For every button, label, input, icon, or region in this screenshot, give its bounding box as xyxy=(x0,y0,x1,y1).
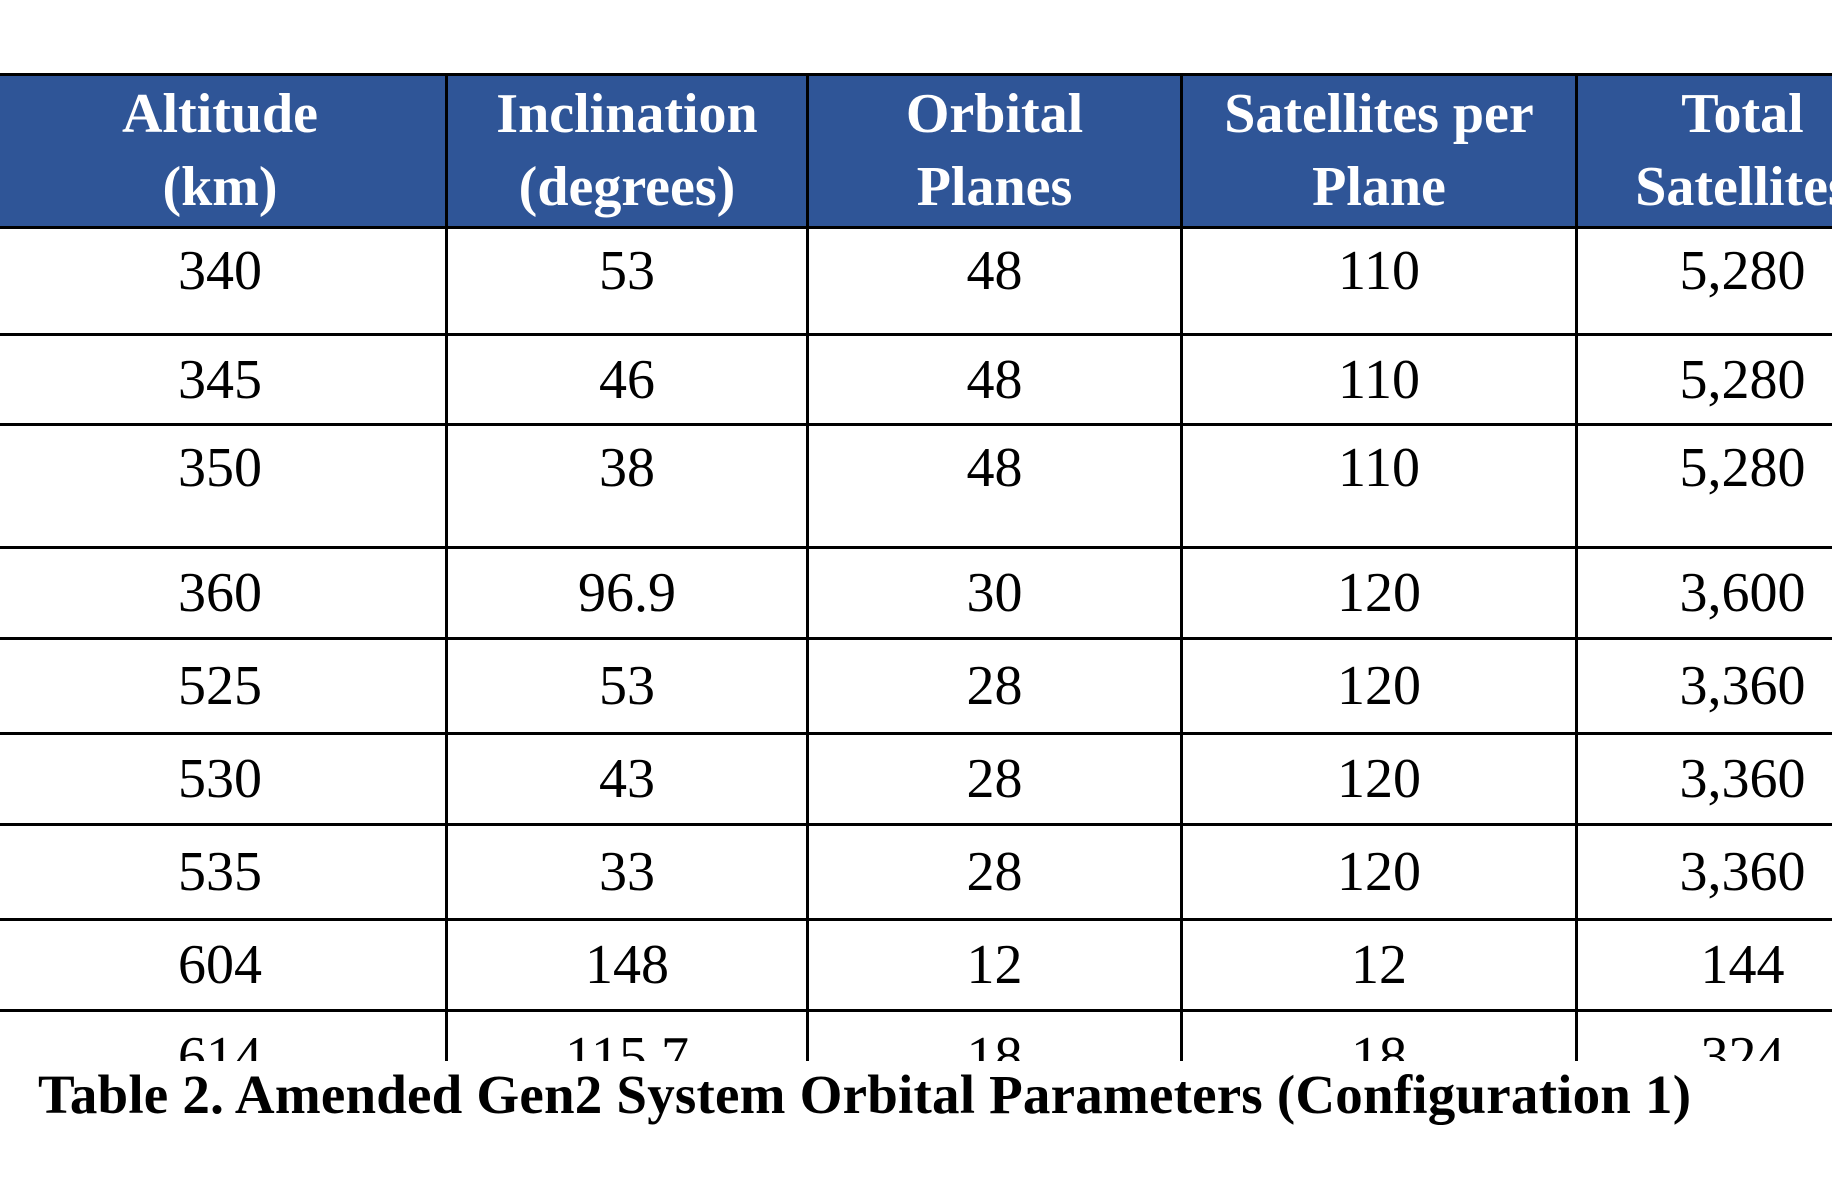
satellites-per-plane-cell: 12 xyxy=(1180,918,1578,1012)
header-inclination: Inclination (degrees) xyxy=(445,73,809,229)
total-satellites-cell: 324 xyxy=(1575,1009,1832,1061)
orbital-planes-cell: 28 xyxy=(806,823,1183,921)
total-satellites-cell: 5,280 xyxy=(1575,333,1832,426)
total-satellites-cell: 3,360 xyxy=(1575,732,1832,826)
inclination-cell: 96.9 xyxy=(445,546,809,640)
orbital-planes-cell: 28 xyxy=(806,732,1183,826)
header-line: Total xyxy=(1681,83,1804,145)
altitude-cell: 360 xyxy=(0,546,448,640)
orbital-planes-cell: 48 xyxy=(806,333,1183,426)
total-satellites-cell: 3,600 xyxy=(1575,546,1832,640)
satellites-per-plane-cell: 110 xyxy=(1180,423,1578,549)
header-line: (km) xyxy=(162,156,278,218)
satellites-per-plane-cell: 110 xyxy=(1180,226,1578,336)
header-line: Inclination xyxy=(496,83,758,145)
inclination-cell: 46 xyxy=(445,333,809,426)
table-row: 530 43 28 120 3,360 xyxy=(0,732,1832,826)
header-altitude: Altitude (km) xyxy=(0,73,448,229)
satellites-per-plane-cell: 120 xyxy=(1180,823,1578,921)
table-container: Altitude (km) Inclination (degrees) Orbi… xyxy=(0,73,1832,1061)
total-satellites-cell: 3,360 xyxy=(1575,823,1832,921)
altitude-cell: 350 xyxy=(0,423,448,549)
satellites-per-plane-cell: 120 xyxy=(1180,637,1578,735)
header-orbital-planes: Orbital Planes xyxy=(806,73,1183,229)
inclination-cell: 43 xyxy=(445,732,809,826)
header-row: Altitude (km) Inclination (degrees) Orbi… xyxy=(0,73,1832,229)
total-satellites-cell: 3,360 xyxy=(1575,637,1832,735)
table-row: 604 148 12 12 144 xyxy=(0,918,1832,1012)
total-satellites-cell: 5,280 xyxy=(1575,423,1832,549)
orbital-planes-cell: 18 xyxy=(806,1009,1183,1061)
header-line: Altitude xyxy=(122,83,318,145)
table-row: 525 53 28 120 3,360 xyxy=(0,637,1832,735)
total-satellites-cell: 144 xyxy=(1575,918,1832,1012)
table-caption: Table 2. Amended Gen2 System Orbital Par… xyxy=(38,1064,1692,1125)
inclination-cell: 53 xyxy=(445,226,809,336)
satellites-per-plane-cell: 120 xyxy=(1180,732,1578,826)
header-line: (degrees) xyxy=(518,156,736,218)
altitude-cell: 525 xyxy=(0,637,448,735)
table-row: 345 46 48 110 5,280 xyxy=(0,333,1832,426)
inclination-cell: 38 xyxy=(445,423,809,549)
table-row: 350 38 48 110 5,280 xyxy=(0,423,1832,549)
altitude-cell: 604 xyxy=(0,918,448,1012)
inclination-cell: 33 xyxy=(445,823,809,921)
inclination-cell: 53 xyxy=(445,637,809,735)
header-line: Orbital xyxy=(905,83,1084,145)
orbital-planes-cell: 30 xyxy=(806,546,1183,640)
orbital-parameters-table: Altitude (km) Inclination (degrees) Orbi… xyxy=(0,73,1832,1061)
satellites-per-plane-cell: 18 xyxy=(1180,1009,1578,1061)
table-row: 360 96.9 30 120 3,600 xyxy=(0,546,1832,640)
header-satellites-per-plane: Satellites per Plane xyxy=(1180,73,1578,229)
header-line: Satellites per xyxy=(1224,83,1534,145)
table-row: 614 115.7 18 18 324 xyxy=(0,1009,1832,1061)
orbital-planes-cell: 28 xyxy=(806,637,1183,735)
altitude-cell: 530 xyxy=(0,732,448,826)
altitude-cell: 614 xyxy=(0,1009,448,1061)
total-satellites-cell: 5,280 xyxy=(1575,226,1832,336)
inclination-cell: 148 xyxy=(445,918,809,1012)
inclination-cell: 115.7 xyxy=(445,1009,809,1061)
orbital-planes-cell: 48 xyxy=(806,226,1183,336)
orbital-planes-cell: 48 xyxy=(806,423,1183,549)
altitude-cell: 345 xyxy=(0,333,448,426)
header-line: Planes xyxy=(916,156,1073,218)
satellites-per-plane-cell: 120 xyxy=(1180,546,1578,640)
altitude-cell: 340 xyxy=(0,226,448,336)
table-row: 340 53 48 110 5,280 xyxy=(0,226,1832,336)
table-row: 535 33 28 120 3,360 xyxy=(0,823,1832,921)
orbital-planes-cell: 12 xyxy=(806,918,1183,1012)
header-total-satellites: Total Satellites xyxy=(1575,73,1832,229)
altitude-cell: 535 xyxy=(0,823,448,921)
header-line: Satellites xyxy=(1635,156,1832,218)
header-line: Plane xyxy=(1312,156,1446,218)
satellites-per-plane-cell: 110 xyxy=(1180,333,1578,426)
